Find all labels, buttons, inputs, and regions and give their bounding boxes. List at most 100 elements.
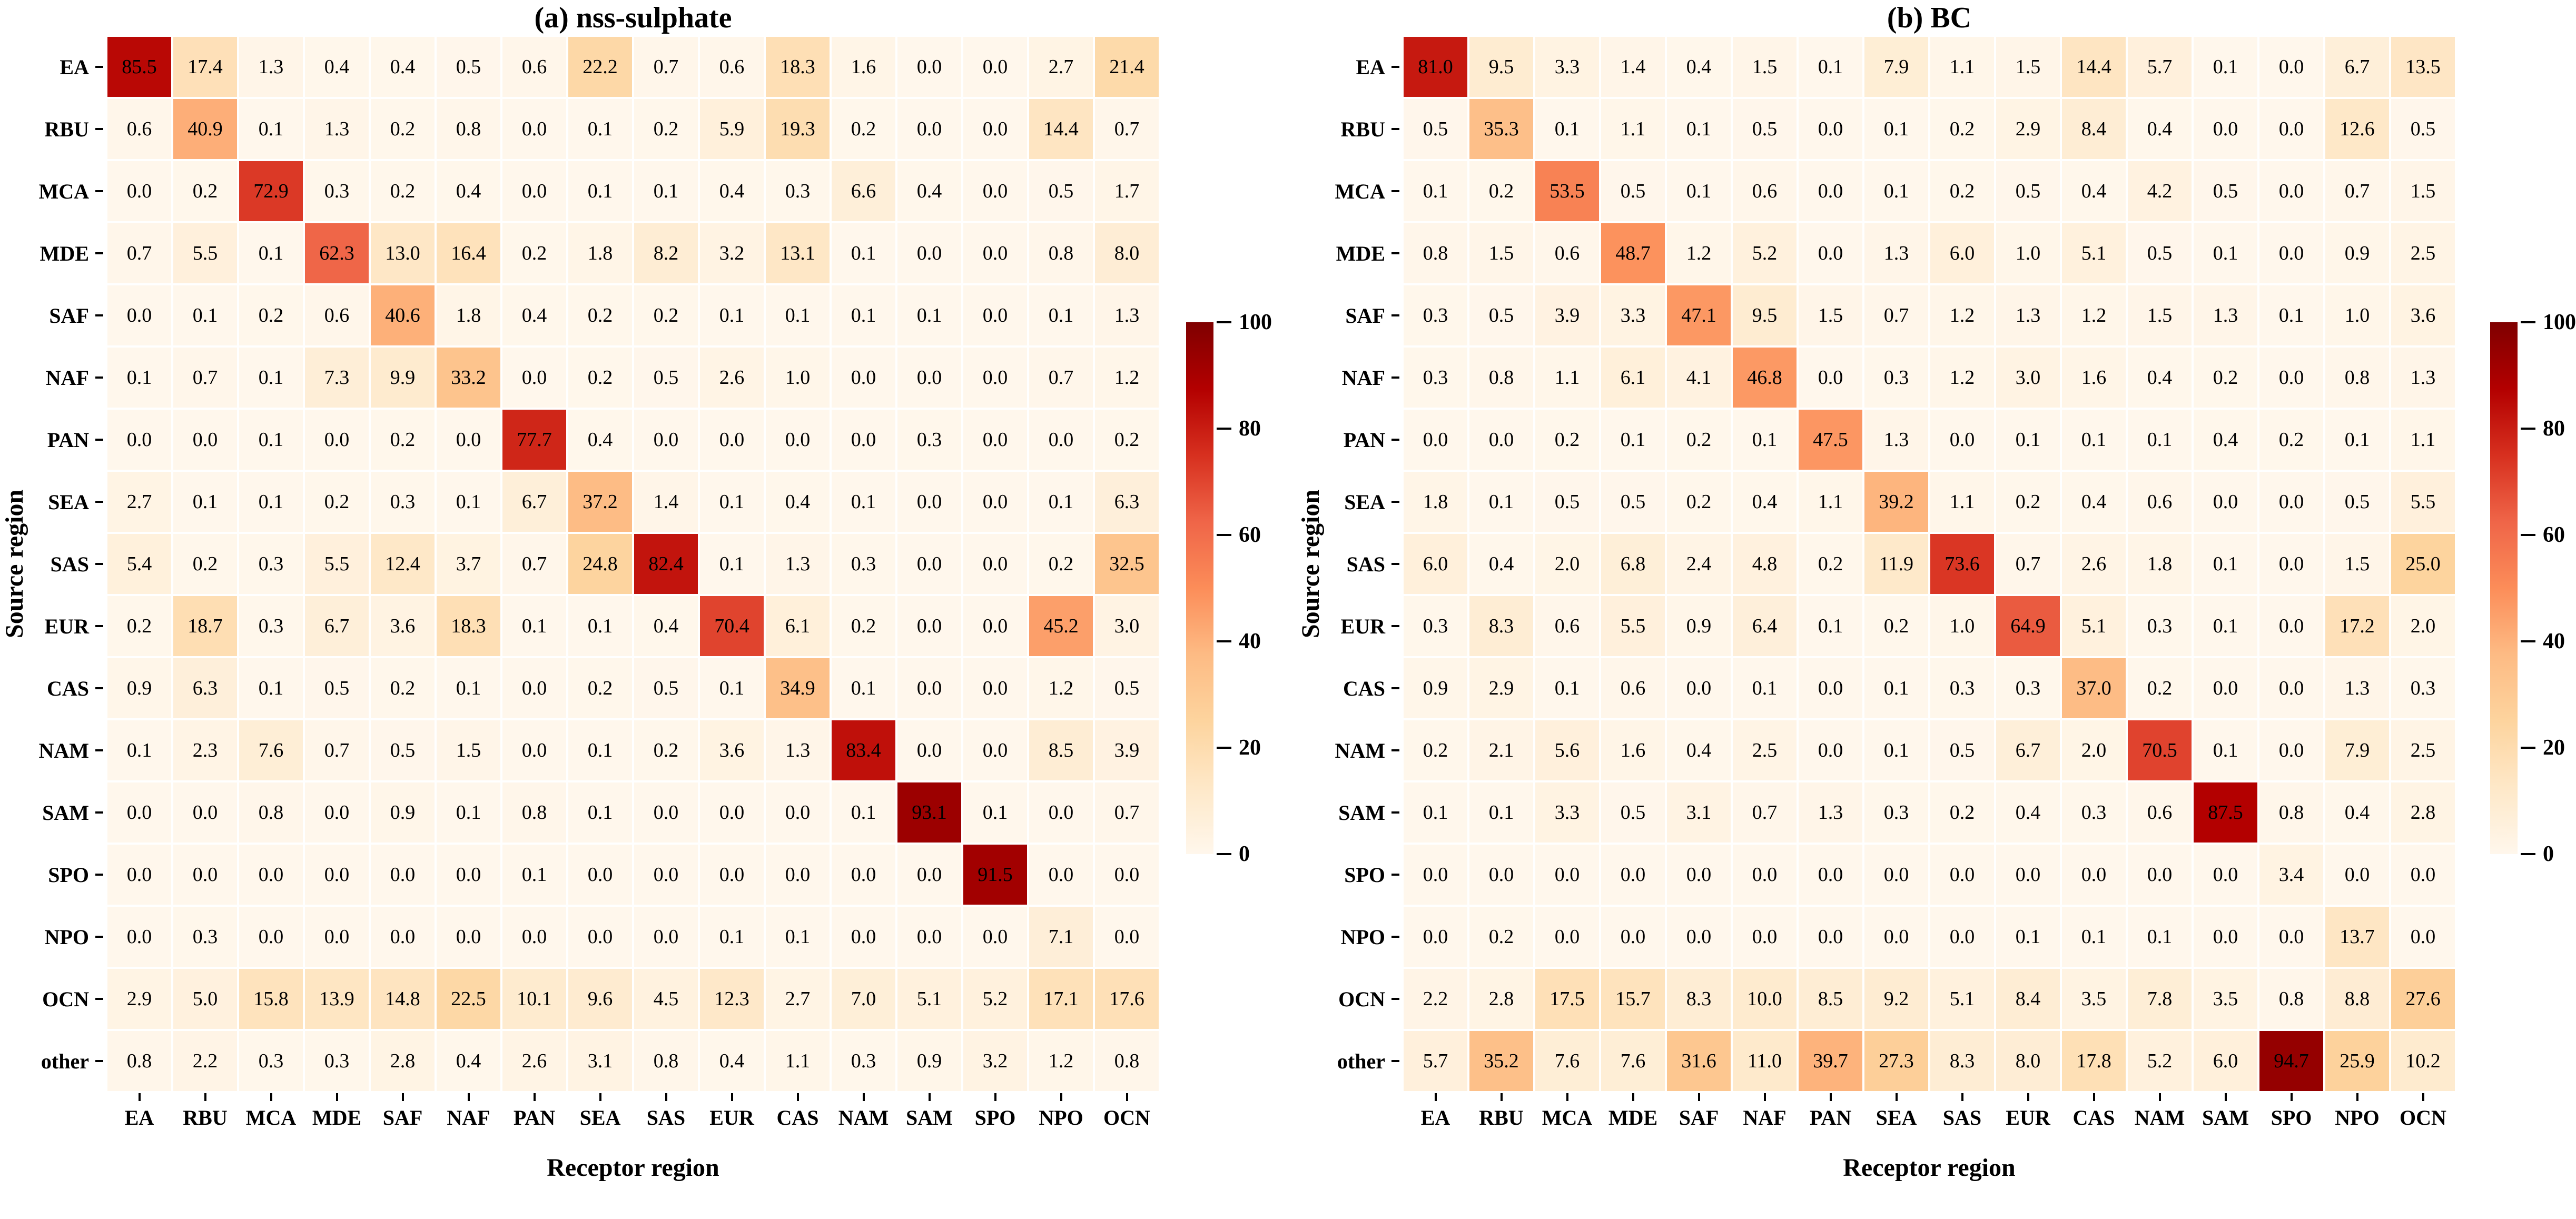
heatmap-cell: 2.5 bbox=[2391, 720, 2455, 780]
heatmap-cell: 0.2 bbox=[173, 534, 237, 594]
heatmap-cell: 0.0 bbox=[2391, 845, 2455, 905]
heatmap-cell: 0.4 bbox=[766, 472, 830, 532]
heatmap-cell: 0.0 bbox=[963, 596, 1027, 656]
heatmap-cell: 2.5 bbox=[2391, 223, 2455, 283]
heatmap-cell: 0.1 bbox=[897, 285, 961, 345]
row-label-text: MDE bbox=[1336, 241, 1385, 265]
heatmap-cell: 0.5 bbox=[2128, 223, 2192, 283]
heatmap-cell: 0.0 bbox=[502, 907, 566, 967]
heatmap-cell: 3.3 bbox=[1535, 782, 1599, 843]
y-tick-mark bbox=[1391, 874, 1399, 876]
heatmap-cell: 7.0 bbox=[832, 969, 895, 1029]
heatmap-cell: 0.3 bbox=[305, 1031, 369, 1091]
heatmap-cell: 7.6 bbox=[239, 720, 303, 780]
heatmap-cell: 14.8 bbox=[371, 969, 435, 1029]
heatmap-cell: 0.3 bbox=[371, 472, 435, 532]
y-tick-mark bbox=[1391, 190, 1399, 192]
row-label: MDE bbox=[0, 223, 103, 283]
col-label: MDE bbox=[305, 1093, 369, 1130]
heatmap-cell: 0.7 bbox=[1029, 348, 1093, 408]
heatmap-cell: 0.9 bbox=[2325, 223, 2389, 283]
heatmap-cell: 13.9 bbox=[305, 969, 369, 1029]
heatmap-cell: 34.9 bbox=[766, 658, 830, 718]
row-label-text: MCA bbox=[1335, 179, 1385, 203]
heatmap-cell: 1.6 bbox=[1601, 720, 1665, 780]
heatmap-cell: 3.2 bbox=[963, 1031, 1027, 1091]
row-label: MCA bbox=[0, 161, 103, 221]
heatmap-cell: 0.0 bbox=[502, 658, 566, 718]
heatmap-cell: 0.7 bbox=[1864, 285, 1928, 345]
col-label-text: EUR bbox=[709, 1106, 754, 1129]
colorbar-tick-label: 60 bbox=[1239, 523, 1261, 547]
col-label-text: SAM bbox=[906, 1106, 953, 1129]
heatmap-cell: 73.6 bbox=[1930, 534, 1994, 594]
heatmap-cell: 0.0 bbox=[2194, 907, 2257, 967]
heatmap-cell: 0.1 bbox=[1404, 782, 1467, 843]
heatmap-cell: 0.3 bbox=[1404, 596, 1467, 656]
x-tick-mark bbox=[467, 1093, 470, 1101]
heatmap-cell: 87.5 bbox=[2194, 782, 2257, 843]
heatmap-cell: 1.7 bbox=[1095, 161, 1159, 221]
y-tick-mark bbox=[95, 998, 103, 1000]
heatmap-cell: 13.7 bbox=[2325, 907, 2389, 967]
y-tick-mark bbox=[95, 252, 103, 254]
heatmap-cell: 0.0 bbox=[963, 472, 1027, 532]
heatmap-cell: 2.7 bbox=[1029, 37, 1093, 97]
heatmap-cell: 4.2 bbox=[2128, 161, 2192, 221]
heatmap-cell: 5.5 bbox=[2391, 472, 2455, 532]
heatmap-cell: 0.0 bbox=[700, 782, 764, 843]
heatmap-cell: 0.4 bbox=[1667, 37, 1731, 97]
row-label: PAN bbox=[1296, 410, 1399, 470]
heatmap-cell: 6.3 bbox=[173, 658, 237, 718]
col-label: SEA bbox=[1864, 1093, 1928, 1130]
heatmap-cell: 0.0 bbox=[963, 348, 1027, 408]
heatmap-cell: 0.5 bbox=[437, 37, 500, 97]
heatmap-cell: 0.1 bbox=[1733, 410, 1797, 470]
x-tick-mark bbox=[1763, 1093, 1766, 1101]
heatmap-cell: 0.0 bbox=[897, 534, 961, 594]
heatmap-cell: 0.1 bbox=[239, 99, 303, 159]
row-label: EA bbox=[1296, 37, 1399, 97]
col-label: EUR bbox=[1996, 1093, 2060, 1130]
heatmap-cell: 6.7 bbox=[2325, 37, 2389, 97]
colorbar-tick-mark bbox=[2521, 321, 2535, 323]
heatmap-cell: 0.0 bbox=[2325, 845, 2389, 905]
col-label: EA bbox=[1404, 1093, 1467, 1130]
heatmap-cell: 0.4 bbox=[2128, 348, 2192, 408]
heatmap-cell: 0.1 bbox=[173, 472, 237, 532]
heatmap-cell: 70.4 bbox=[700, 596, 764, 656]
panel-a-colorbar-gradient bbox=[1186, 322, 1213, 854]
heatmap-cell: 0.0 bbox=[568, 845, 632, 905]
heatmap-cell: 0.1 bbox=[1667, 161, 1731, 221]
heatmap-cell: 0.6 bbox=[2128, 472, 2192, 532]
heatmap-cell: 1.0 bbox=[766, 348, 830, 408]
col-label: SAS bbox=[1930, 1093, 1994, 1130]
heatmap-cell: 0.5 bbox=[1095, 658, 1159, 718]
row-label: RBU bbox=[0, 99, 103, 159]
heatmap-cell: 45.2 bbox=[1029, 596, 1093, 656]
heatmap-cell: 64.9 bbox=[1996, 596, 2060, 656]
heatmap-cell: 0.7 bbox=[2325, 161, 2389, 221]
heatmap-cell: 3.6 bbox=[700, 720, 764, 780]
heatmap-cell: 0.4 bbox=[1733, 472, 1797, 532]
row-label: SPO bbox=[1296, 845, 1399, 905]
heatmap-cell: 17.1 bbox=[1029, 969, 1093, 1029]
heatmap-cell: 0.1 bbox=[1799, 596, 1862, 656]
heatmap-cell: 3.1 bbox=[1667, 782, 1731, 843]
heatmap-cell: 13.1 bbox=[766, 223, 830, 283]
row-label: CAS bbox=[1296, 658, 1399, 718]
heatmap-cell: 12.6 bbox=[2325, 99, 2389, 159]
heatmap-cell: 5.2 bbox=[1733, 223, 1797, 283]
heatmap-cell: 0.6 bbox=[2128, 782, 2192, 843]
heatmap-cell: 40.6 bbox=[371, 285, 435, 345]
heatmap-cell: 1.3 bbox=[2194, 285, 2257, 345]
col-label-text: SAF bbox=[382, 1106, 423, 1129]
heatmap-cell: 53.5 bbox=[1535, 161, 1599, 221]
col-label-text: SEA bbox=[579, 1106, 621, 1129]
heatmap-cell: 1.2 bbox=[1667, 223, 1731, 283]
heatmap-cell: 0.0 bbox=[1930, 907, 1994, 967]
heatmap-cell: 3.5 bbox=[2194, 969, 2257, 1029]
heatmap-cell: 0.0 bbox=[568, 907, 632, 967]
heatmap-cell: 0.0 bbox=[897, 907, 961, 967]
heatmap-cell: 0.3 bbox=[766, 161, 830, 221]
